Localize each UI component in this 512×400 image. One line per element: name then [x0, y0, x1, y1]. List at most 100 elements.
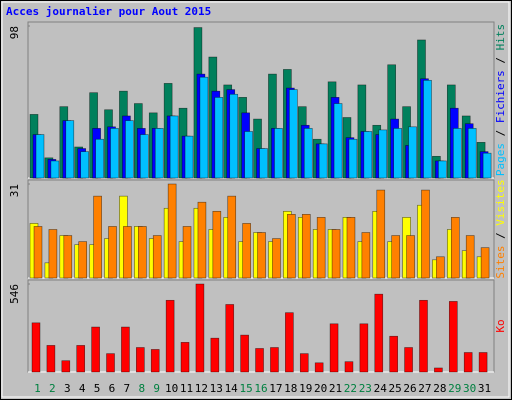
bar [152, 235, 162, 279]
x-tick-label: 2 [49, 382, 56, 395]
x-tick-label: 25 [389, 382, 402, 395]
bar [331, 229, 341, 279]
x-tick-label: 23 [359, 382, 372, 395]
bar [229, 93, 239, 179]
bar [450, 217, 460, 279]
bar [393, 128, 402, 179]
y-tick-label: 31 [8, 184, 21, 197]
bar [478, 352, 488, 373]
bar [316, 217, 326, 279]
chart-title: Acces journalier pour Aout 2015 [6, 5, 211, 18]
legend-entry: Ko [494, 319, 507, 332]
legend-entry: Visites [494, 179, 507, 225]
bar [374, 293, 384, 373]
bar [314, 362, 324, 373]
bar [240, 334, 249, 373]
bar [225, 304, 235, 373]
bar [359, 323, 369, 373]
bar [184, 135, 194, 179]
bar [33, 226, 43, 279]
legend-entry: Fichiers [494, 70, 507, 123]
y-tick-label: 98 [8, 26, 21, 39]
bar [106, 353, 115, 373]
bar [289, 89, 298, 179]
bar [333, 103, 343, 179]
bar [65, 120, 75, 179]
bar [48, 229, 58, 279]
bar [214, 97, 224, 179]
legend-entry: Hits [494, 24, 507, 51]
bar [197, 201, 207, 279]
bar [391, 235, 400, 279]
legend-entry: Sites [494, 246, 507, 279]
bar [180, 342, 190, 373]
legend-entry: Pages [494, 143, 507, 176]
bar [448, 301, 458, 373]
x-tick-label: 17 [269, 382, 282, 395]
bar [257, 232, 266, 279]
bar [259, 148, 268, 179]
legend-separator: / [494, 226, 507, 246]
bar [376, 189, 386, 279]
x-tick-label: 30 [463, 382, 476, 395]
bar [46, 345, 56, 373]
bar [378, 129, 388, 179]
bar [287, 214, 296, 279]
bar [329, 323, 339, 373]
x-tick-label: 19 [299, 382, 312, 395]
bar [270, 347, 279, 373]
legend-separator: / [494, 50, 507, 70]
bar [242, 223, 251, 279]
bar [480, 247, 490, 279]
bar [389, 335, 398, 373]
bar [434, 367, 443, 373]
bar [361, 232, 371, 279]
legend: Sites / Visites [494, 179, 507, 278]
bar [35, 134, 45, 179]
bar [212, 210, 222, 279]
x-tick-label: 7 [124, 382, 131, 395]
legend-separator: / [494, 123, 507, 143]
bar [136, 347, 145, 373]
bar [419, 299, 428, 373]
bar [348, 138, 358, 179]
x-tick-label: 20 [314, 382, 327, 395]
bar [95, 138, 104, 179]
x-tick-label: 16 [254, 382, 267, 395]
bar [61, 360, 71, 373]
x-tick-label: 3 [64, 382, 71, 395]
bar [140, 134, 149, 179]
bar [227, 195, 237, 279]
x-tick-label: 13 [210, 382, 223, 395]
bar [121, 326, 130, 373]
bar [465, 235, 475, 279]
x-tick-label: 10 [165, 382, 178, 395]
x-tick-label: 14 [225, 382, 239, 395]
bar [299, 353, 309, 373]
bar [76, 345, 86, 373]
bar [274, 128, 283, 179]
x-tick-label: 1 [34, 382, 41, 395]
bar [123, 226, 132, 279]
bar [169, 115, 179, 179]
bar [63, 235, 73, 279]
legend: Ko [494, 319, 507, 332]
bar [244, 131, 253, 179]
x-tick-label: 27 [418, 382, 431, 395]
bar [463, 352, 473, 373]
legend: Pages / Fichiers / Hits [494, 24, 507, 176]
bar [318, 143, 328, 179]
bar [467, 128, 477, 179]
bar [303, 128, 313, 179]
bar [285, 312, 294, 373]
bar [108, 226, 117, 279]
bar [363, 131, 373, 179]
bar [406, 235, 415, 279]
bar [344, 361, 354, 373]
x-tick-label: 31 [478, 382, 491, 395]
bar [93, 195, 102, 279]
x-tick-label: 18 [284, 382, 297, 395]
x-tick-label: 24 [374, 382, 388, 395]
bar [436, 256, 445, 279]
